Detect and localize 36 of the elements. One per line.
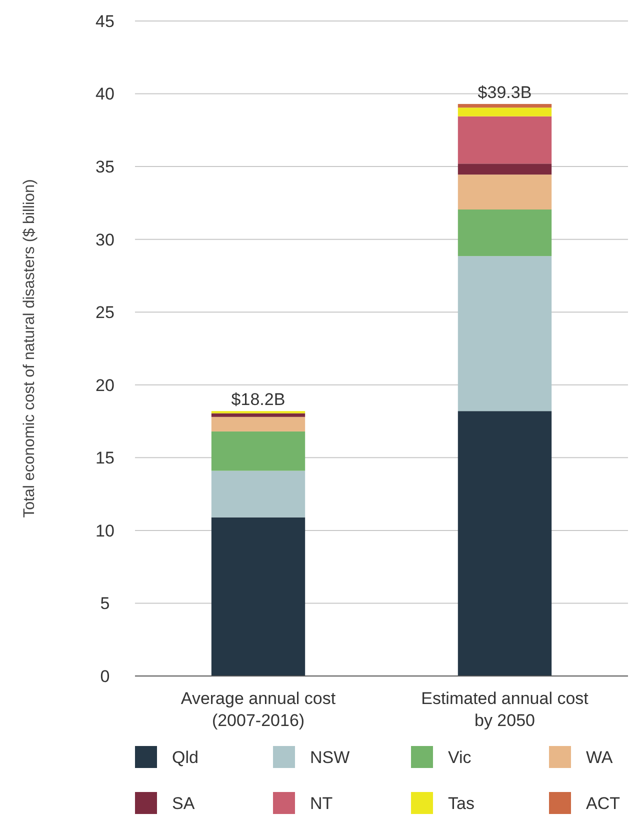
y-tick-label: 0 xyxy=(100,666,110,686)
y-tick-label: 30 xyxy=(96,230,114,250)
bar xyxy=(211,431,306,471)
x-tick-label: Average annual cost (2007-2016) xyxy=(180,689,336,730)
legend-label: NSW xyxy=(310,748,350,767)
y-tick-label: 25 xyxy=(96,303,114,322)
legend-label: WA xyxy=(586,748,614,767)
bar xyxy=(458,108,552,116)
legend-label: NT xyxy=(310,794,333,813)
legend-label: SA xyxy=(172,794,196,813)
bar xyxy=(458,104,552,108)
y-tick-label: 20 xyxy=(96,376,114,395)
y-tick-label: 35 xyxy=(96,158,114,177)
total-label: $39.3B xyxy=(478,82,532,102)
legend-label: Tas xyxy=(448,794,474,813)
bar xyxy=(458,116,552,164)
bar xyxy=(211,517,306,676)
legend-label: Vic xyxy=(448,748,472,767)
legend-label: ACT xyxy=(586,794,620,813)
y-axis-title: Total economic cost of natural disasters ($ billion) xyxy=(21,179,38,518)
bar xyxy=(211,416,306,432)
bar xyxy=(458,411,552,676)
y-tick-label: 10 xyxy=(96,521,114,540)
total-label: $18.2B xyxy=(231,390,286,410)
bar xyxy=(458,209,552,256)
bar xyxy=(458,164,552,175)
bar xyxy=(211,470,306,518)
y-tick-label: 5 xyxy=(100,594,110,614)
bar xyxy=(458,256,552,412)
y-tick-label: 45 xyxy=(96,12,114,31)
x-tick-label: Estimated annual cost by 2050 xyxy=(421,689,589,730)
y-tick-label: 40 xyxy=(96,84,114,104)
bar xyxy=(458,174,552,210)
legend-label: Qld xyxy=(172,748,198,767)
y-tick-label: 15 xyxy=(96,448,114,468)
bar xyxy=(211,413,306,417)
